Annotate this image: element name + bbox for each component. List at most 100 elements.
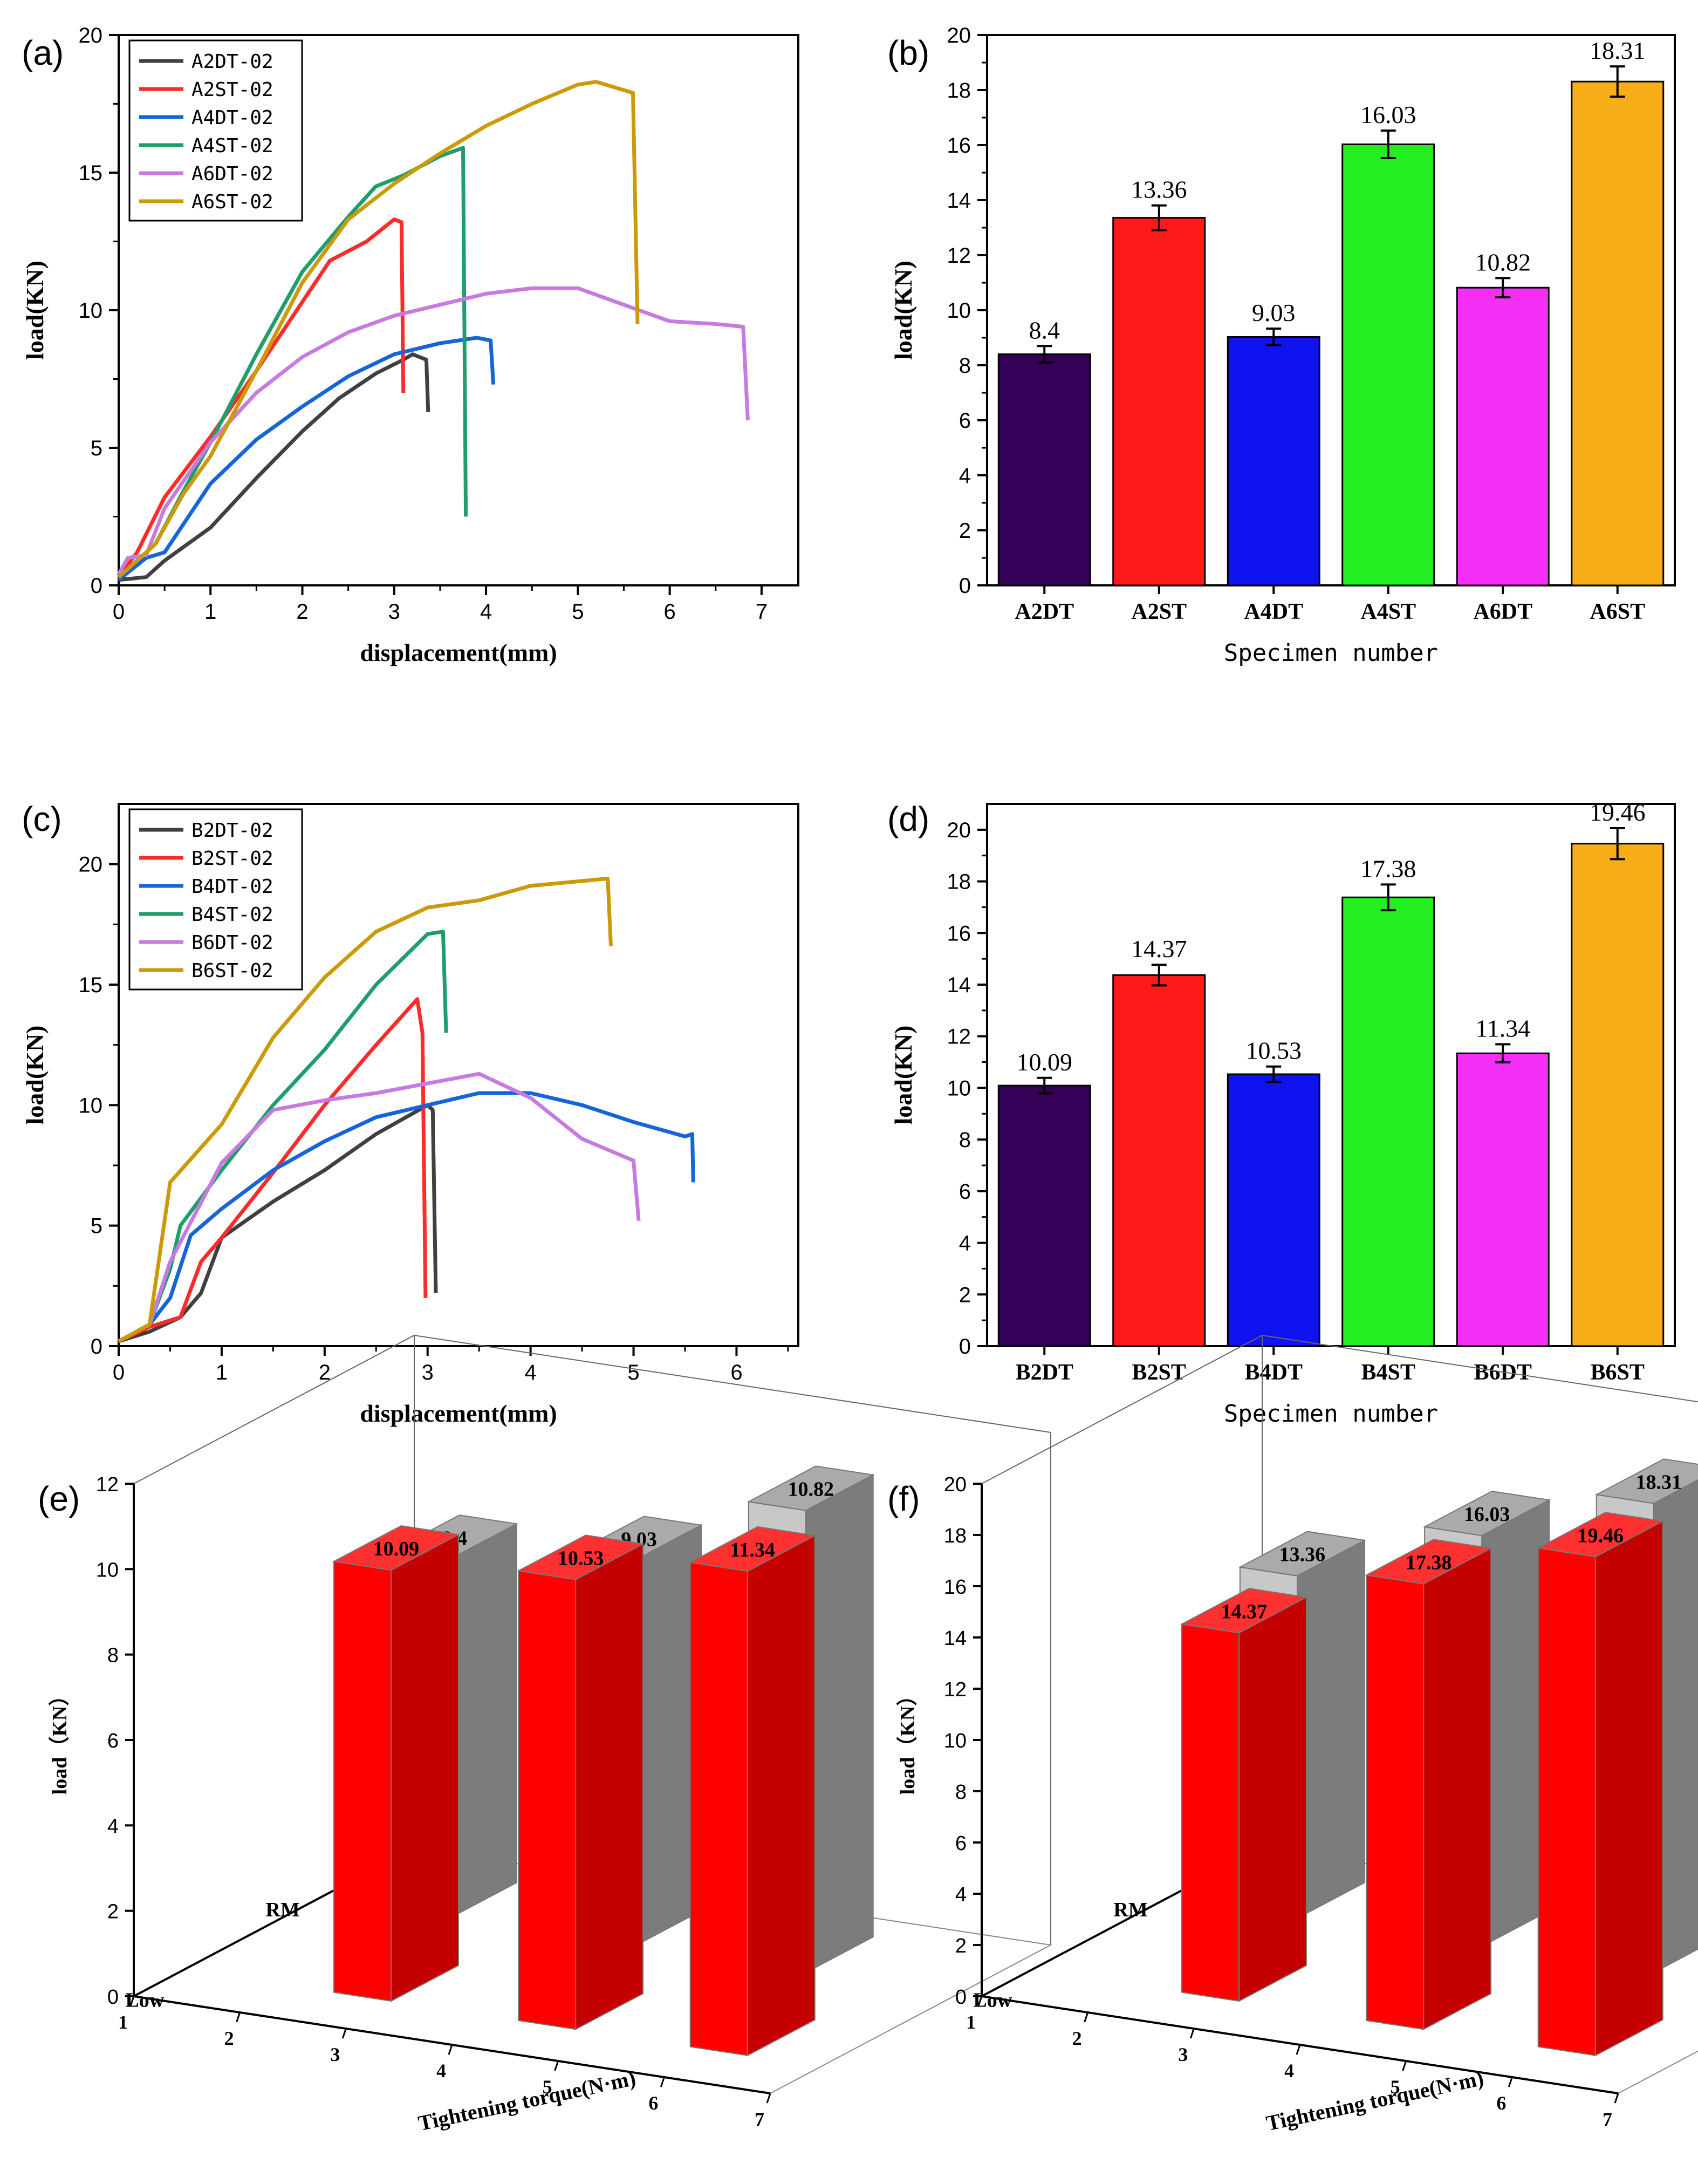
- y-tick-label: 16: [947, 134, 971, 158]
- bar-rm-0-top: [1238, 1531, 1367, 1576]
- bar-low-2-top: [1536, 1512, 1665, 1558]
- y-axis-label: load（KN）: [49, 1685, 71, 1795]
- bar-value-label: 19.46: [1590, 798, 1646, 826]
- y-tick-label: 18: [947, 870, 971, 894]
- x-tick-label: B4ST: [1361, 1360, 1415, 1385]
- z-tick-label: 6: [107, 1730, 119, 1752]
- torque-tick: [1189, 2028, 1195, 2039]
- torque-tick: [341, 2028, 347, 2039]
- y-tick-label: 14: [947, 973, 971, 997]
- x-tick-label: 5: [627, 1361, 639, 1384]
- torque-tick: [1402, 2060, 1407, 2071]
- bar-rm-2-side: [805, 1473, 874, 1974]
- bar-value-label: 10.09: [1017, 1048, 1073, 1076]
- z-tick-label: 8: [107, 1644, 119, 1667]
- x-tick-label: 3: [388, 600, 400, 624]
- torque-tick-label: 5: [1391, 2076, 1400, 2098]
- legend-label: A4ST-02: [191, 135, 273, 157]
- y-tick-label: 6: [959, 1180, 971, 1204]
- bar-B4ST: [1341, 896, 1435, 1347]
- x-tick-label: 1: [216, 1361, 228, 1384]
- y-tick-label: 2: [959, 519, 971, 543]
- z-tick-label: 8: [955, 1781, 967, 1804]
- y-tick-label: 0: [959, 574, 971, 598]
- series-line-B4ST-02: [118, 930, 448, 1343]
- torque-tick: [1614, 2093, 1619, 2104]
- bar-low-0-front: [1181, 1623, 1240, 2002]
- bar-low-0-top: [332, 1525, 461, 1571]
- y-tick-label: 5: [91, 1214, 102, 1238]
- bar-A4DT: [1227, 336, 1320, 586]
- x-axis-label: displacement(mm): [360, 1400, 557, 1427]
- bar-A6ST: [1571, 80, 1665, 586]
- x-tick-label: 2: [296, 600, 308, 624]
- y-tick-label: 10: [79, 299, 103, 323]
- row-label-low: Low: [125, 1989, 164, 2012]
- legend-label: B2ST-02: [191, 848, 273, 870]
- y-tick-label: 20: [79, 24, 103, 47]
- z-tick-label: 20: [944, 1473, 967, 1496]
- bar-low-0-top: [1180, 1588, 1309, 1634]
- torque-tick: [236, 2012, 241, 2023]
- bar-low-1-front: [518, 1570, 577, 2030]
- bar-value-label: 17.38: [1360, 855, 1416, 882]
- z-tick-label: 2: [955, 1935, 967, 1957]
- x-axis-label: Tightening torque(N·m): [1264, 2066, 1485, 2135]
- x-tick-label: B2DT: [1016, 1360, 1073, 1385]
- x-tick-label: B6ST: [1591, 1360, 1645, 1385]
- x-tick-label: 0: [113, 600, 125, 624]
- y-axis-label: load（KN）: [896, 1685, 919, 1795]
- bar-rm-2-value-label: 10.82: [788, 1478, 834, 1501]
- panel-label: (c): [22, 800, 62, 838]
- y-tick-label: 4: [959, 464, 971, 488]
- z-tick-label: 18: [944, 1525, 967, 1547]
- y-tick-label: 12: [947, 1025, 971, 1049]
- x-axis-label: displacement(mm): [360, 639, 557, 666]
- legend-label: B2DT-02: [191, 820, 273, 842]
- x-axis-label: Specimen number: [1224, 1400, 1438, 1428]
- bar-low-2-front: [689, 1561, 748, 2056]
- x-tick-label: 4: [525, 1361, 537, 1384]
- torque-tick-label: 4: [1284, 2060, 1294, 2081]
- torque-tick: [1084, 2012, 1089, 2023]
- row-label-rm: RM: [1113, 1899, 1147, 1921]
- z-tick-label: 10: [944, 1730, 967, 1752]
- y-tick-label: 10: [947, 299, 971, 323]
- x-tick-label: 6: [663, 600, 675, 624]
- panel-label: (a): [22, 33, 64, 72]
- bar-rm-2-value-label: 18.31: [1635, 1471, 1682, 1493]
- bar-low-1-value-label: 17.38: [1406, 1552, 1452, 1574]
- bar-rm-2-top: [1594, 1458, 1698, 1504]
- bar-B2DT: [997, 1084, 1091, 1347]
- series-line-A6DT-02: [117, 286, 750, 576]
- legend-label: A4DT-02: [191, 107, 273, 129]
- bar-rm-1-value-label: 16.03: [1464, 1503, 1510, 1526]
- y-tick-label: 10: [79, 1094, 103, 1117]
- x-tick-label: 1: [204, 600, 216, 624]
- bar-low-1-top: [516, 1534, 645, 1580]
- torque-tick-label: 2: [1072, 2028, 1082, 2049]
- torque-tick-label: 4: [436, 2060, 446, 2081]
- bar-rm-0-side: [449, 1523, 517, 1920]
- y-tick-label: 20: [947, 24, 971, 47]
- bar-low-1-value-label: 10.53: [558, 1547, 604, 1569]
- bar-low-0-side: [391, 1533, 459, 2002]
- x-tick-label: A6DT: [1473, 599, 1532, 624]
- bar-B4DT: [1227, 1073, 1320, 1347]
- bar-B6DT: [1456, 1052, 1550, 1347]
- bar-low-2-value-label: 19.46: [1577, 1524, 1624, 1547]
- bar-B2ST: [1112, 974, 1206, 1347]
- z-tick-label: 4: [955, 1883, 967, 1906]
- y-tick-label: 6: [959, 409, 971, 433]
- y-tick-label: 20: [947, 818, 971, 842]
- z-tick-label: 10: [96, 1559, 119, 1581]
- y-tick-label: 0: [91, 574, 102, 598]
- row-label-rm: RM: [265, 1899, 299, 1921]
- torque-tick-label: 6: [1496, 2092, 1506, 2114]
- y-tick-label: 0: [959, 1335, 971, 1359]
- bar-rm-1-top: [1422, 1490, 1551, 1537]
- bar-B6ST: [1571, 843, 1665, 1347]
- torque-tick-label: 1: [118, 2011, 128, 2033]
- y-axis-label: load(KN): [21, 261, 49, 360]
